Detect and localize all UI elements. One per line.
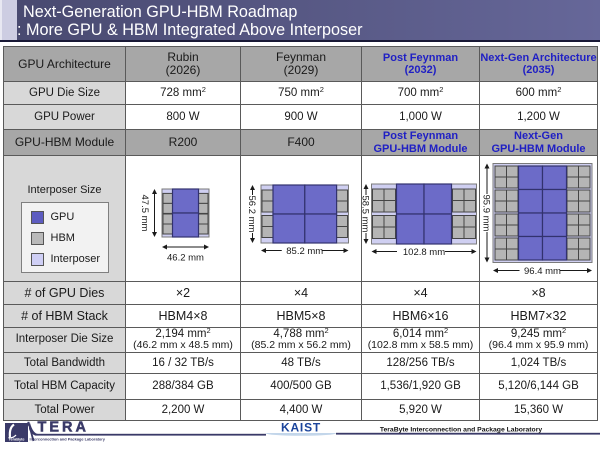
svg-text:Interconnection and Package La: Interconnection and Package Laboratory <box>30 436 106 441</box>
svg-text:102.8 mm: 102.8 mm <box>403 247 445 258</box>
svg-text:95.9 mm: 95.9 mm <box>481 195 492 232</box>
svg-text:TeraByte: TeraByte <box>9 438 25 442</box>
svg-text:56.2 mm: 56.2 mm <box>246 196 257 233</box>
svg-text:KAIST: KAIST <box>281 421 321 435</box>
svg-text:85.2 mm: 85.2 mm <box>286 246 323 257</box>
svg-text:58.5 mm: 58.5 mm <box>360 196 371 233</box>
svg-text:TERA: TERA <box>38 420 89 436</box>
svg-text:TeraByte Interconnection and P: TeraByte Interconnection and Package Lab… <box>380 427 543 434</box>
svg-text:47.5 mm: 47.5 mm <box>139 195 150 232</box>
svg-text:46.2 mm: 46.2 mm <box>167 253 204 264</box>
svg-text:96.4 mm: 96.4 mm <box>524 266 561 277</box>
